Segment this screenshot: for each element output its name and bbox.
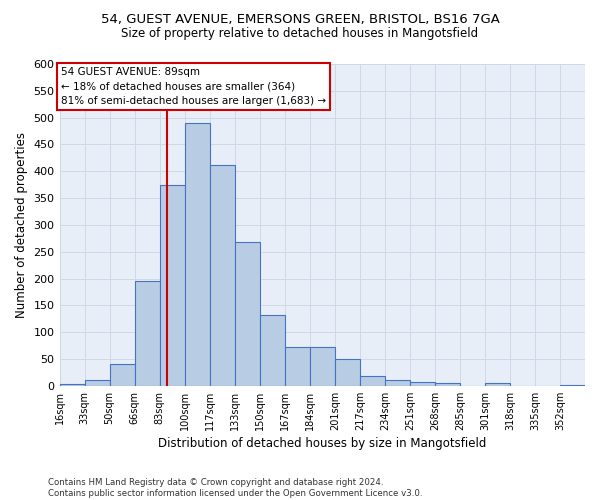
Bar [85, 380, 110, 386]
Text: 54, GUEST AVENUE, EMERSONS GREEN, BRISTOL, BS16 7GA: 54, GUEST AVENUE, EMERSONS GREEN, BRISTO… [101, 12, 499, 26]
Bar [285, 346, 310, 386]
Bar [435, 383, 460, 386]
Bar [335, 359, 360, 386]
Bar [134, 281, 160, 386]
Bar [160, 184, 185, 386]
Bar [235, 242, 260, 386]
X-axis label: Distribution of detached houses by size in Mangotsfield: Distribution of detached houses by size … [158, 437, 487, 450]
Bar [260, 315, 285, 386]
Bar [185, 123, 209, 386]
Y-axis label: Number of detached properties: Number of detached properties [15, 132, 28, 318]
Text: Size of property relative to detached houses in Mangotsfield: Size of property relative to detached ho… [121, 28, 479, 40]
Text: Contains HM Land Registry data © Crown copyright and database right 2024.
Contai: Contains HM Land Registry data © Crown c… [48, 478, 422, 498]
Bar [560, 384, 585, 386]
Bar [385, 380, 410, 386]
Bar [485, 383, 510, 386]
Bar [310, 346, 335, 386]
Text: 54 GUEST AVENUE: 89sqm
← 18% of detached houses are smaller (364)
81% of semi-de: 54 GUEST AVENUE: 89sqm ← 18% of detached… [61, 66, 326, 106]
Bar [59, 384, 85, 386]
Bar [209, 165, 235, 386]
Bar [410, 382, 435, 386]
Bar [110, 364, 134, 386]
Bar [360, 376, 385, 386]
